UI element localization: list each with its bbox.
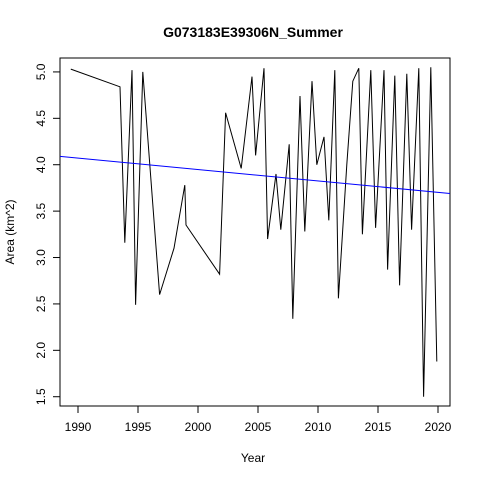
y-tick-label: 5.0: [34, 63, 48, 80]
area-series-line: [70, 67, 438, 397]
x-tick-label: 2010: [305, 420, 332, 434]
plot-frame: [59, 57, 451, 407]
x-tick-label: 2005: [245, 420, 272, 434]
x-axis-label: Year: [241, 451, 265, 465]
y-axis: 1.5 2.0 2.5 3.0 3.5 4.0 4.5 5.0: [34, 63, 60, 405]
y-tick-label: 4.0: [34, 156, 48, 173]
x-tick-label: 2015: [365, 420, 392, 434]
x-tick-label: 2000: [185, 420, 212, 434]
x-tick-label: 1990: [65, 420, 92, 434]
x-tick-label: 2020: [425, 420, 452, 434]
y-tick-label: 2.0: [34, 342, 48, 359]
trend-line: [59, 155, 451, 194]
chart-title: G073183E39306N_Summer: [163, 24, 343, 40]
x-axis: 1990 1995 2000 2005 2010 2015 2020: [65, 406, 452, 434]
y-axis-label: Area (km^2): [3, 200, 17, 265]
y-tick-label: 3.0: [34, 249, 48, 266]
y-tick-label: 2.5: [34, 295, 48, 312]
y-tick-label: 4.5: [34, 110, 48, 127]
series-layer: [59, 67, 451, 397]
x-tick-label: 1995: [125, 420, 152, 434]
y-tick-label: 1.5: [34, 388, 48, 405]
y-tick-label: 3.5: [34, 202, 48, 219]
